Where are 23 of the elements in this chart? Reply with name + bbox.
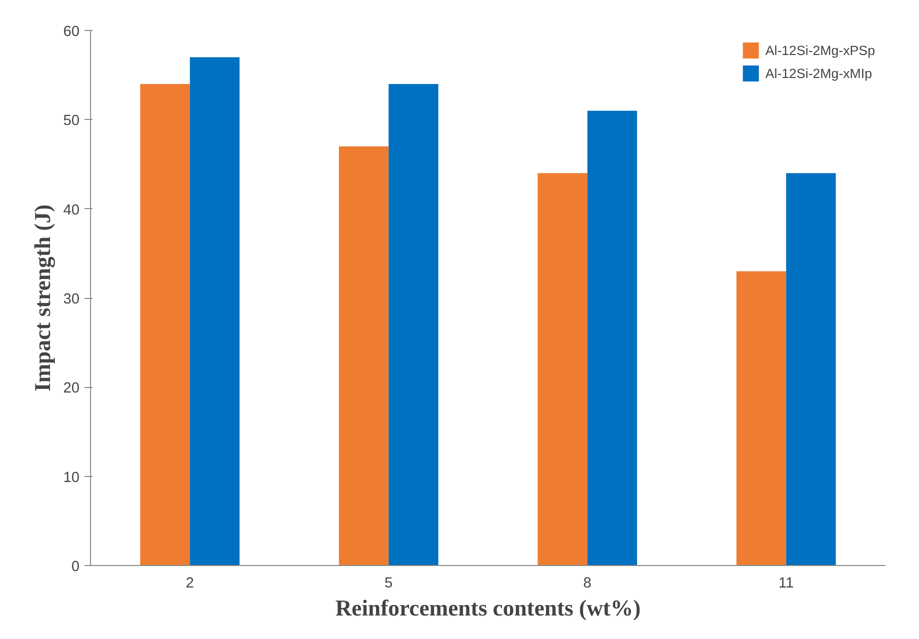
bar — [140, 84, 190, 566]
bar — [786, 173, 836, 566]
y-tick-label: 30 — [63, 292, 80, 308]
y-tick-label: 0 — [71, 559, 80, 575]
bar — [538, 173, 588, 566]
legend-label: Al-12Si-2Mg-xPSp — [765, 42, 875, 58]
y-tick-label: 20 — [63, 380, 80, 397]
x-tick-label: 5 — [384, 576, 393, 592]
bar — [587, 110, 638, 566]
bar — [338, 146, 389, 566]
bar — [388, 84, 438, 566]
bar — [190, 57, 240, 566]
x-axis-title: Reinforcements contents (wt%) — [335, 596, 641, 620]
legend-label: Al-12Si-2Mg-xMIp — [765, 66, 872, 80]
x-tick-label: 2 — [186, 576, 194, 592]
y-tick-label: 10 — [63, 470, 80, 486]
x-tick-label: 11 — [778, 576, 794, 592]
y-tick-label: 50 — [63, 113, 80, 130]
y-axis-title: Impact strength (J) — [30, 204, 56, 392]
x-tick-label: 8 — [583, 576, 592, 592]
y-tick-label: 40 — [63, 202, 80, 218]
y-tick-label: 60 — [63, 24, 80, 40]
bar — [736, 271, 786, 566]
